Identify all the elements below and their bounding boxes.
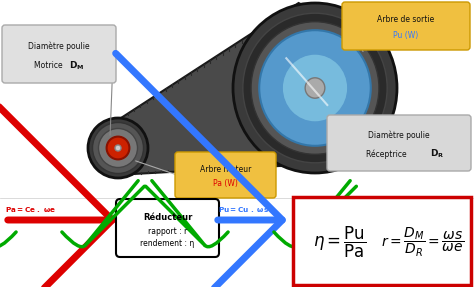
Ellipse shape	[88, 118, 148, 178]
Text: Pu (W): Pu (W)	[393, 31, 419, 40]
Ellipse shape	[92, 123, 144, 174]
Ellipse shape	[233, 3, 397, 173]
Ellipse shape	[243, 13, 387, 163]
Ellipse shape	[115, 145, 121, 151]
Text: Motrice: Motrice	[34, 61, 68, 70]
Text: Diamètre poulie: Diamètre poulie	[368, 131, 430, 140]
Ellipse shape	[99, 129, 137, 168]
Ellipse shape	[282, 54, 348, 122]
Text: rapport : r: rapport : r	[148, 226, 187, 236]
Text: $\eta = \dfrac{\mathrm{Pu}}{\mathrm{Pa}}$: $\eta = \dfrac{\mathrm{Pu}}{\mathrm{Pa}}…	[312, 225, 366, 260]
Polygon shape	[100, 3, 389, 175]
Text: Réducteur: Réducteur	[143, 212, 192, 222]
FancyBboxPatch shape	[2, 25, 116, 83]
Text: $\mathbf{Pu = Cu\ .\ \omega s}$: $\mathbf{Pu = Cu\ .\ \omega s}$	[218, 205, 269, 214]
Text: Arbre de sortie: Arbre de sortie	[377, 15, 435, 24]
FancyBboxPatch shape	[116, 199, 219, 257]
FancyBboxPatch shape	[175, 152, 276, 198]
Text: Pa (W): Pa (W)	[213, 179, 238, 188]
Text: $r = \dfrac{D_M}{D_R} = \dfrac{\omega s}{\omega e}$: $r = \dfrac{D_M}{D_R} = \dfrac{\omega s}…	[382, 226, 465, 259]
Text: $\mathbf{D_M}$: $\mathbf{D_M}$	[69, 59, 85, 72]
Text: $\mathbf{Pa = Ce\ .\ \omega e}$: $\mathbf{Pa = Ce\ .\ \omega e}$	[5, 205, 56, 214]
Text: $\mathbf{D_R}$: $\mathbf{D_R}$	[430, 148, 444, 160]
Text: Diamètre poulie: Diamètre poulie	[28, 41, 90, 51]
Ellipse shape	[259, 30, 371, 146]
Text: Arbre moteur: Arbre moteur	[200, 164, 251, 174]
FancyBboxPatch shape	[327, 115, 471, 171]
FancyBboxPatch shape	[342, 2, 470, 50]
FancyBboxPatch shape	[293, 197, 471, 285]
Text: rendement : η: rendement : η	[140, 238, 195, 247]
Ellipse shape	[305, 78, 325, 98]
Ellipse shape	[251, 22, 379, 154]
Text: Réceptrice: Réceptrice	[366, 149, 412, 159]
Ellipse shape	[107, 137, 129, 159]
